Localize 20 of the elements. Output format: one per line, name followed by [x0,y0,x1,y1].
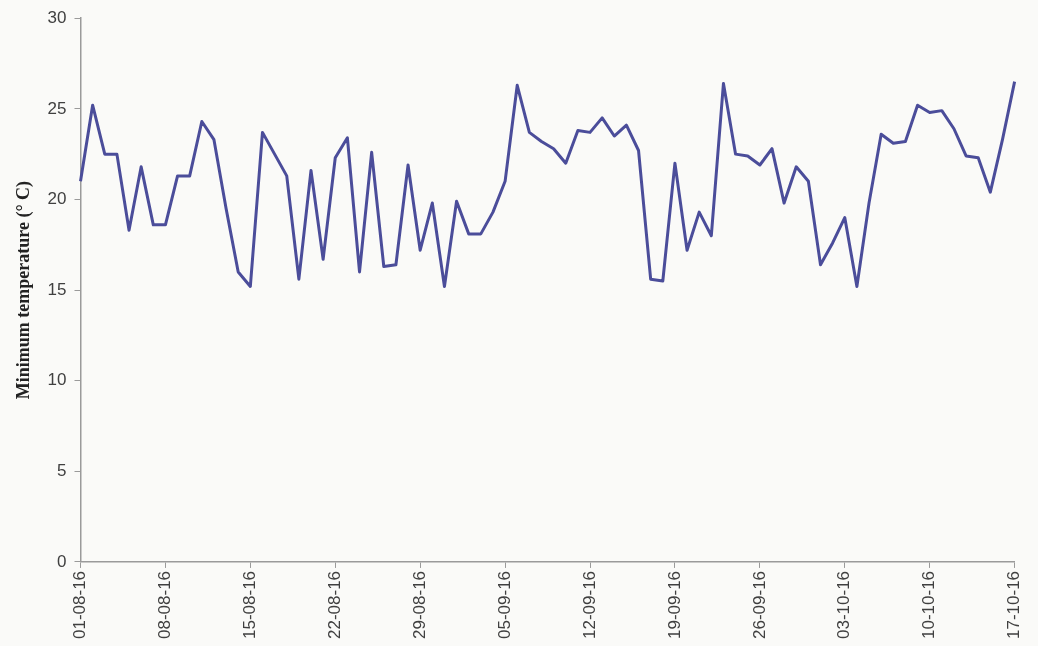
x-tick-label: 29-08-16 [409,570,429,640]
y-tick-label: 20 [47,189,67,209]
x-tick-label: 17-10-16 [1004,570,1024,640]
x-tick-label: 22-08-16 [324,570,344,640]
x-tick-label: 26-09-16 [749,570,769,640]
x-tick-label: 03-10-16 [834,570,854,640]
x-tick-label: 19-09-16 [664,570,684,640]
x-tick-label: 12-09-16 [579,570,599,640]
y-tick-label: 10 [47,370,67,390]
y-tick-label: 25 [47,98,67,118]
y-axis-title: Minimum temperature (° C) [13,180,35,400]
y-tick-label: 0 [57,551,67,571]
y-tick-label: 15 [47,279,67,299]
x-tick-label: 01-08-16 [70,570,90,640]
x-tick-label: 15-08-16 [240,570,260,640]
y-tick-label: 5 [57,461,67,481]
x-tick-label: 05-09-16 [494,570,514,640]
y-tick-label: 30 [47,7,67,27]
x-tick-label: 08-08-16 [155,570,175,640]
x-tick-label: 10-10-16 [919,570,939,640]
